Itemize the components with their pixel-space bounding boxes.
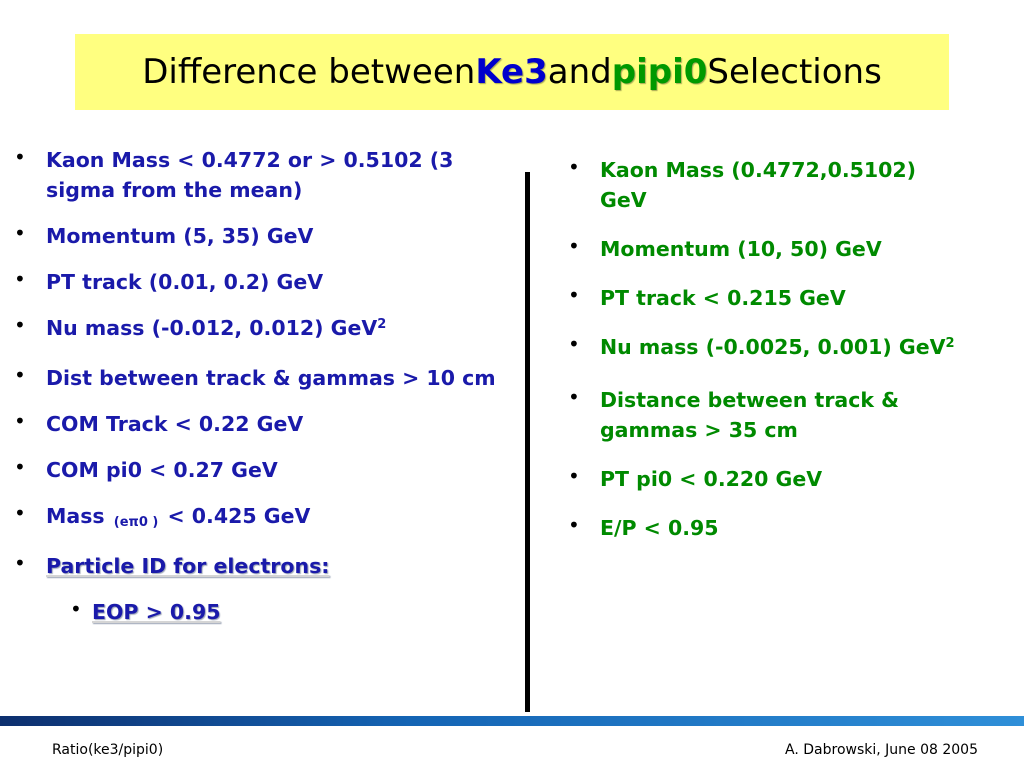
list-item: • PT pi0 < 0.220 GeV [568,464,968,494]
pipi0-selection-list: • Kaon Mass (0.4772,0.5102) GeV • Momentum… [568,155,968,562]
column-divider [525,172,530,712]
mass-prefix: Mass [46,504,112,528]
list-item: • Particle ID for electrons: [14,551,509,581]
bullet-icon: • [14,501,26,525]
list-item: • EOP > 0.95 [14,597,509,627]
ke3-selection-list: • Kaon Mass < 0.4772 or > 0.5102 (3 sigma… [14,145,509,643]
slide-title: Difference between Ke3 and pipi0 Selecti… [75,34,949,110]
list-item: • PT track < 0.215 GeV [568,283,968,313]
item-text: PT pi0 < 0.220 GeV [600,467,823,491]
item-text: COM Track < 0.22 GeV [46,412,304,436]
bullet-icon: • [14,313,26,337]
item-text: PT track (0.01, 0.2) GeV [46,270,324,294]
title-pipi0: pipi0 [611,52,708,92]
item-text: E/P < 0.95 [600,516,719,540]
list-item: • Momentum (5, 35) GeV [14,221,509,251]
bullet-icon: • [70,597,82,621]
bullet-icon: • [14,145,26,169]
list-item: • Kaon Mass (0.4772,0.5102) GeV [568,155,968,215]
list-item: • E/P < 0.95 [568,513,968,543]
eop-cut: EOP > 0.95 [92,600,221,624]
bullet-icon: • [568,155,580,179]
bullet-icon: • [568,283,580,307]
mass-subscript: (eπ0 ) [113,515,159,530]
superscript: 2 [377,317,387,332]
item-text: Kaon Mass < 0.4772 or > 0.5102 (3 sigma … [46,148,454,202]
list-item: • Momentum (10, 50) GeV [568,234,968,264]
item-text: Nu mass (-0.012, 0.012) GeV [46,316,378,340]
bullet-icon: • [568,513,580,537]
item-text: Momentum (10, 50) GeV [600,237,882,261]
list-item: • Kaon Mass < 0.4772 or > 0.5102 (3 sigma… [14,145,509,205]
item-text: Distance between track & gammas > 35 cm [600,388,900,442]
bullet-icon: • [568,332,580,356]
item-text: Nu mass (-0.0025, 0.001) GeV [600,335,946,359]
list-item: • Mass (eπ0 ) < 0.425 GeV [14,501,509,535]
list-item: • PT track (0.01, 0.2) GeV [14,267,509,297]
bullet-icon: • [14,551,26,575]
item-text: PT track < 0.215 GeV [600,286,846,310]
list-item: • Nu mass (-0.0025, 0.001) GeV2 [568,332,968,366]
list-item: • Dist between track & gammas > 10 cm [14,363,509,393]
footer-bar [0,716,1024,726]
bullet-icon: • [568,464,580,488]
superscript: 2 [945,336,955,351]
item-text: COM pi0 < 0.27 GeV [46,458,278,482]
bullet-icon: • [14,409,26,433]
item-text: Momentum (5, 35) GeV [46,224,314,248]
list-item: • Distance between track & gammas > 35 cm [568,385,968,445]
bullet-icon: • [14,455,26,479]
item-text: Dist between track & gammas > 10 cm [46,366,496,390]
bullet-icon: • [14,267,26,291]
item-text: Kaon Mass (0.4772,0.5102) GeV [600,158,917,212]
list-item: • COM pi0 < 0.27 GeV [14,455,509,485]
bullet-icon: • [14,221,26,245]
title-middle: and [547,52,612,92]
footer-right-text: A. Dabrowski, June 08 2005 [785,742,978,758]
footer-left-text: Ratio(ke3/pipi0) [52,742,164,758]
list-item: • COM Track < 0.22 GeV [14,409,509,439]
mass-suffix: < 0.425 GeV [160,504,311,528]
title-ke3: Ke3 [475,52,548,92]
list-item: • Nu mass (-0.012, 0.012) GeV2 [14,313,509,347]
bullet-icon: • [14,363,26,387]
bullet-icon: • [568,385,580,409]
bullet-icon: • [568,234,580,258]
particle-id-heading: Particle ID for electrons: [46,554,330,578]
title-prefix: Difference between [142,52,476,92]
title-suffix: Selections [707,52,882,92]
